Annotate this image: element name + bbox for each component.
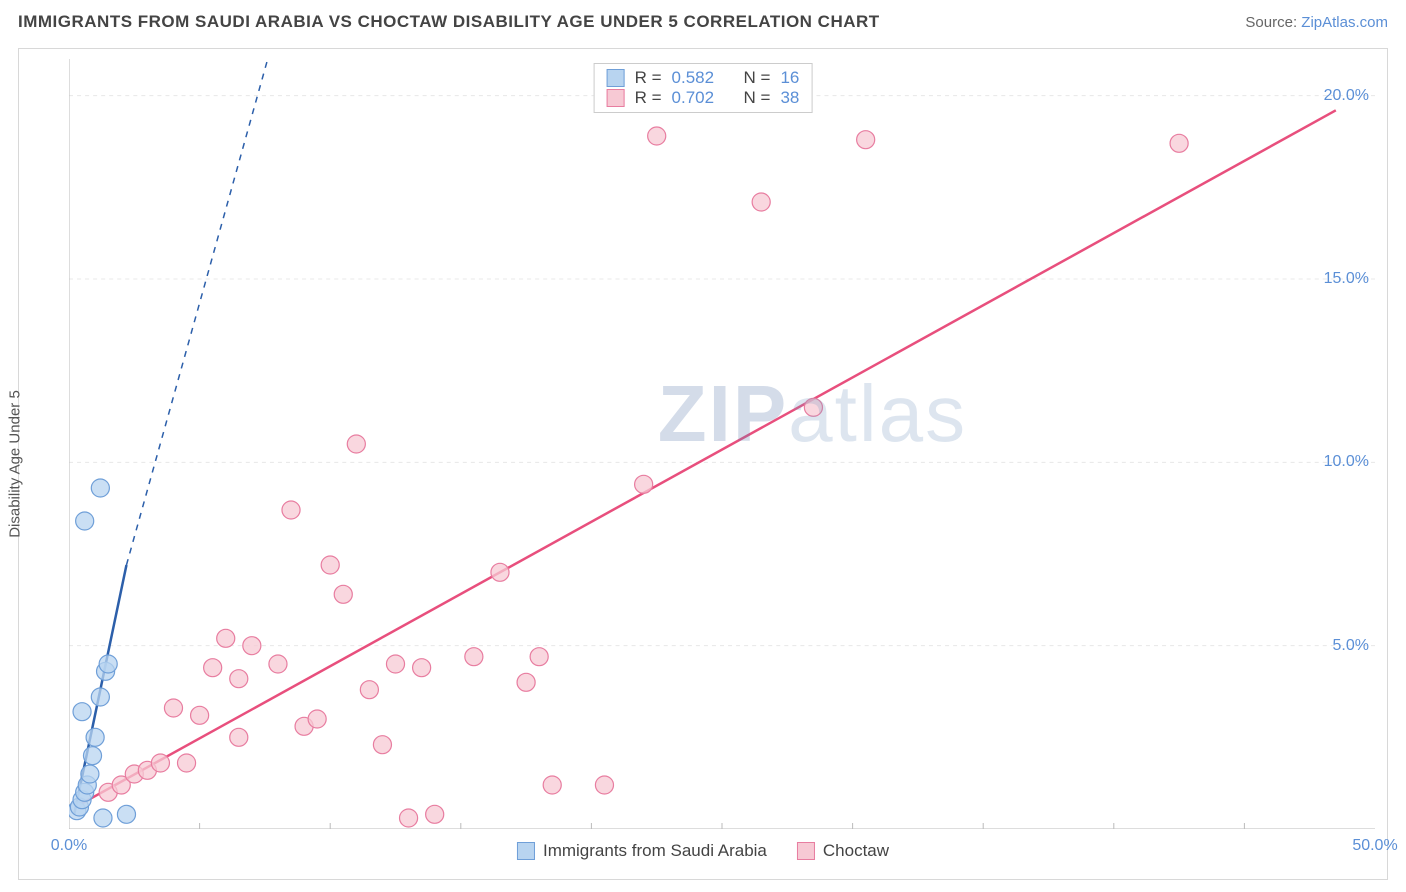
n-value-series2: 38 <box>780 88 799 108</box>
correlation-legend: R = 0.582 N = 16 R = 0.702 N = 38 <box>594 63 813 113</box>
x-tick-label: 0.0% <box>51 837 87 855</box>
legend-label-series2: Choctaw <box>823 841 889 861</box>
legend-swatch-series1-bottom <box>517 842 535 860</box>
legend-label-series1: Immigrants from Saudi Arabia <box>543 841 767 861</box>
chart-title: IMMIGRANTS FROM SAUDI ARABIA VS CHOCTAW … <box>18 12 880 32</box>
series-legend: Immigrants from Saudi Arabia Choctaw <box>517 841 889 861</box>
r-value-series2: 0.702 <box>672 88 715 108</box>
legend-item-series1: Immigrants from Saudi Arabia <box>517 841 767 861</box>
legend-row-series1: R = 0.582 N = 16 <box>607 68 800 88</box>
x-tick-label: 50.0% <box>1352 837 1397 855</box>
r-value-series1: 0.582 <box>672 68 715 88</box>
n-value-series1: 16 <box>780 68 799 88</box>
r-label: R = <box>635 88 662 108</box>
y-tick-label: 10.0% <box>1324 453 1369 471</box>
chart-container: Disability Age Under 5 R = 0.582 N = 16 … <box>18 48 1388 880</box>
legend-swatch-series1 <box>607 69 625 87</box>
scatter-plot-svg <box>69 59 1375 829</box>
legend-item-series2: Choctaw <box>797 841 889 861</box>
legend-swatch-series2 <box>607 89 625 107</box>
header: IMMIGRANTS FROM SAUDI ARABIA VS CHOCTAW … <box>0 0 1406 40</box>
source-prefix: Source: <box>1245 14 1301 31</box>
y-tick-label: 5.0% <box>1333 637 1369 655</box>
legend-row-series2: R = 0.702 N = 38 <box>607 88 800 108</box>
source-attribution: Source: ZipAtlas.com <box>1245 14 1388 31</box>
source-link[interactable]: ZipAtlas.com <box>1301 14 1388 31</box>
r-label: R = <box>635 68 662 88</box>
legend-swatch-series2-bottom <box>797 842 815 860</box>
y-tick-label: 15.0% <box>1324 270 1369 288</box>
y-axis-label: Disability Age Under 5 <box>7 390 24 538</box>
n-label: N = <box>744 88 771 108</box>
plot-area <box>69 59 1375 829</box>
y-tick-label: 20.0% <box>1324 87 1369 105</box>
n-label: N = <box>744 68 771 88</box>
